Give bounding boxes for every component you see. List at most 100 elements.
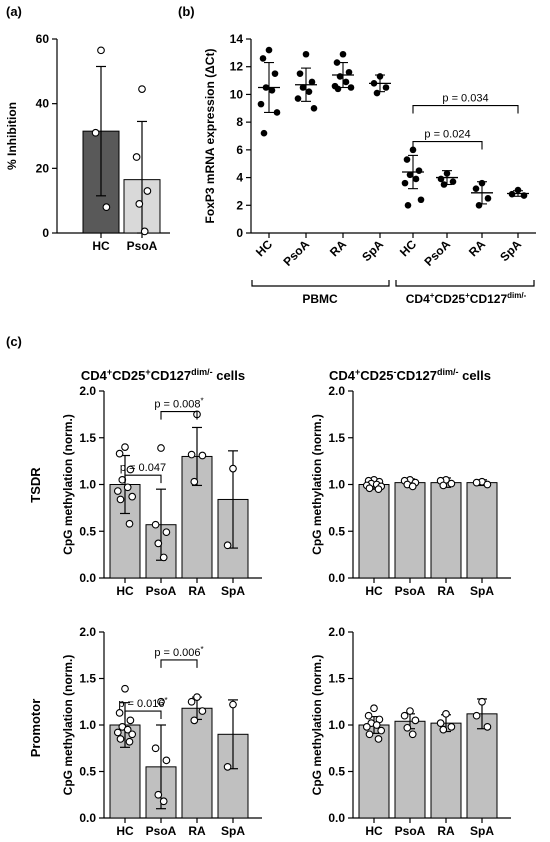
data-point [334, 85, 342, 93]
y-tick-label: 1.0 [328, 718, 345, 732]
p-value-text: p = 0.047 [120, 462, 166, 474]
bar [358, 724, 390, 819]
data-point [377, 726, 386, 735]
data-point [373, 89, 381, 97]
bar [358, 484, 390, 579]
title-left-suffix: cells [213, 368, 246, 383]
p-value-star: * [201, 397, 204, 406]
data-point [91, 128, 100, 137]
data-point [483, 480, 492, 489]
data-point [138, 85, 146, 93]
title-left-sup1: + [107, 367, 112, 377]
p-value-star: * [201, 645, 204, 654]
y-tick-label: 6 [236, 143, 243, 157]
x-tick-label: HC [92, 239, 110, 253]
data-point [374, 735, 383, 743]
group-sorted-sup2: + [465, 291, 470, 300]
p-value-text: p = 0.006 [154, 647, 200, 659]
data-point [159, 797, 168, 806]
data-point [97, 46, 105, 55]
data-point [408, 730, 417, 739]
data-point [310, 104, 318, 112]
y-tick-label: 2.0 [79, 625, 96, 639]
y-tick-label: 20 [36, 161, 50, 175]
x-tick-label: SpA [221, 584, 245, 598]
row-label-tsdr: TSDR [28, 467, 43, 503]
p-value-label: p = 0.008* [154, 397, 203, 411]
data-point [308, 78, 316, 86]
column-title-left: CD4+CD25+CD127dim/- cells [81, 367, 245, 383]
data-point [154, 790, 163, 799]
title-left-mid1: CD25 [112, 368, 145, 383]
x-tick-label: HC [365, 824, 383, 838]
group-bracket-pbmc [251, 280, 390, 287]
x-tick-label: SpA [497, 237, 524, 264]
data-point [260, 129, 268, 137]
row-label-promotor: Promotor [28, 699, 43, 758]
data-point [151, 520, 160, 529]
bar [394, 720, 426, 819]
data-point [382, 84, 390, 91]
data-point [472, 711, 481, 720]
data-point [411, 716, 420, 725]
x-tick-label: RA [437, 584, 455, 598]
group-label-pbmc: PBMC [302, 292, 338, 306]
data-point [436, 719, 445, 727]
x-tick-label: HC [253, 237, 275, 259]
title-left-prefix: CD4 [81, 368, 108, 383]
data-point [121, 684, 129, 693]
data-point [365, 730, 374, 739]
y-tick-label: 0 [42, 226, 49, 240]
data-point [365, 484, 374, 493]
group-sorted-prefix: CD4 [406, 292, 430, 306]
data-point [478, 697, 486, 706]
data-point [126, 465, 135, 474]
data-point [159, 553, 168, 562]
data-point [437, 175, 445, 183]
data-point [116, 495, 125, 504]
y-axis-title: CpG methylation (norm.) [61, 414, 75, 555]
chart-b: FoxP3 mRNA expression (ΔCt) 0 2 4 6 8 10 12 14 HC… [203, 32, 536, 269]
data-point [223, 762, 232, 771]
data-point [151, 744, 160, 753]
data-point [121, 443, 129, 451]
data-point [102, 203, 111, 211]
data-point [514, 186, 522, 194]
column-title-right: CD4+CD25-CD127dim/- cells [329, 367, 491, 383]
p-value-label: p = 0.047 [120, 462, 166, 474]
title-right-sup1: + [355, 367, 360, 377]
data-point [472, 185, 480, 192]
data-point [299, 84, 307, 91]
y-axis-title: CpG methylation (norm.) [61, 655, 75, 796]
data-point [305, 88, 313, 95]
group-bracket-sorted [395, 280, 535, 287]
x-tick-label: RA [437, 824, 455, 838]
title-left-sup3: dim/- [191, 367, 213, 377]
panel-label-b: (b) [178, 4, 195, 19]
data-point [408, 482, 417, 491]
data-point [447, 479, 456, 488]
data-point [113, 728, 122, 737]
y-tick-label: 8 [236, 115, 243, 129]
title-right-suffix: cells [458, 368, 491, 383]
data-point [345, 68, 353, 76]
x-tick-label: HC [116, 584, 134, 598]
bar [181, 707, 213, 819]
y-tick-label: 0.5 [328, 524, 345, 538]
data-point [370, 704, 378, 713]
y-tick-label: 1.0 [79, 718, 96, 732]
data-point [187, 450, 196, 459]
data-point [113, 487, 122, 495]
data-point [406, 707, 414, 715]
x-tick-label: HC [365, 584, 383, 598]
data-point [140, 227, 149, 236]
y-tick-label: 0 [236, 226, 243, 240]
data-point [374, 485, 383, 494]
y-tick-label: 0.0 [79, 811, 96, 825]
data-point [223, 541, 232, 550]
significance-bracket [160, 659, 198, 668]
data-point [447, 723, 456, 731]
data-point [449, 178, 457, 186]
data-point [157, 697, 165, 706]
y-tick-label: 2.0 [328, 625, 345, 639]
